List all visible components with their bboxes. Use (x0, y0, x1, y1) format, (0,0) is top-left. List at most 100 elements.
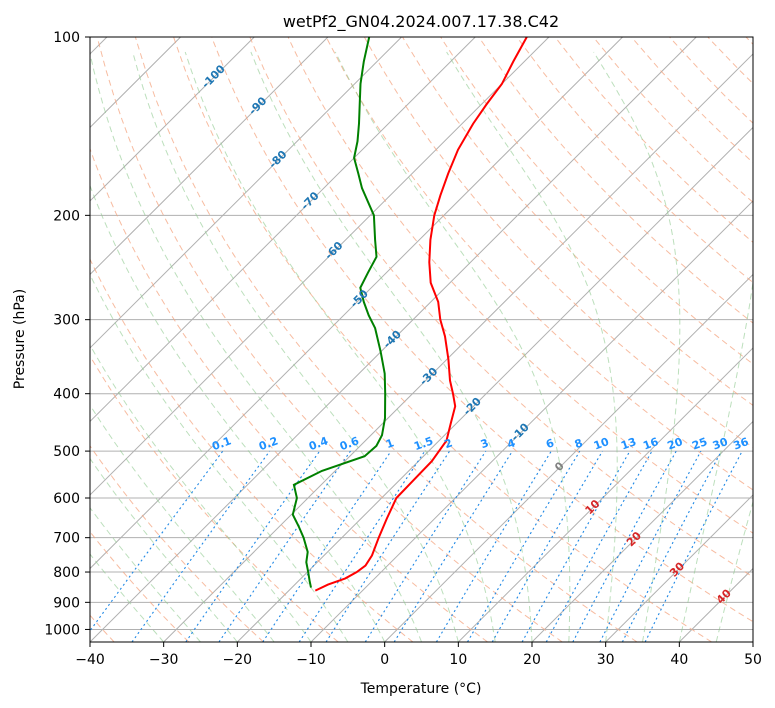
mixing-ratio-label: 1 (384, 436, 396, 451)
moist-adiabat (90, 344, 312, 642)
mixing-ratio-label: 1.5 (412, 434, 435, 453)
x-tick-label: 30 (597, 652, 615, 668)
isotherm-line (236, 126, 753, 642)
isotherm-line (163, 53, 753, 642)
isotherm-line (90, 37, 402, 349)
dry-adiabat (90, 147, 488, 642)
mixing-ratio-label: 0.1 (210, 434, 233, 453)
mixing-ratio-label: 10 (592, 435, 611, 453)
x-tick-label: −30 (149, 652, 179, 668)
moist-adiabat (334, 51, 571, 642)
moist-adiabat (90, 457, 238, 642)
profile-lines (291, 37, 528, 592)
mixing-ratio-line (521, 450, 631, 642)
dry-adiabat (96, 37, 563, 642)
isotherm-line (752, 641, 753, 642)
x-axis-ticks: −40 −30 −20 −10 0 10 20 30 40 50 (75, 642, 762, 668)
mixing-ratio-line (572, 450, 677, 642)
mixing-ratio-label: 30 (711, 435, 730, 453)
x-tick-label: −20 (223, 652, 253, 668)
moist-adiabat (90, 404, 275, 642)
y-tick-label: 100 (53, 30, 80, 46)
dry-adiabat (90, 444, 264, 642)
mixing-ratio-label: 0.6 (338, 434, 361, 453)
moist-adiabat (250, 51, 533, 642)
moist-adiabat (446, 51, 618, 642)
y-tick-label: 800 (53, 565, 80, 581)
mixing-ratio-line (131, 450, 271, 642)
mixing-ratio-line (545, 450, 653, 642)
x-tick-label: 10 (449, 652, 467, 668)
mixing-ratio-label: 25 (690, 435, 709, 452)
mixing-ratio-line (644, 450, 743, 642)
y-tick-label: 600 (53, 491, 80, 507)
moist-adiabat (184, 51, 496, 642)
y-tick-label: 200 (53, 208, 80, 224)
mixing-ratio-line (467, 450, 581, 642)
dry-adiabat (478, 37, 753, 324)
moist-adiabat (593, 51, 681, 642)
mixing-ratio-label: 2 (443, 436, 455, 451)
y-tick-label: 300 (53, 313, 80, 329)
mixing-ratio-line (491, 450, 603, 642)
dry-adiabat (516, 37, 753, 284)
x-tick-label: 20 (523, 652, 541, 668)
mixing-ratio-line (325, 450, 451, 642)
moist-adiabat (90, 553, 165, 642)
mixing-ratio-label: 3 (479, 436, 491, 451)
mixing-ratio-line (185, 450, 321, 642)
mixing-ratio-line (599, 450, 702, 642)
isotherm-line (90, 37, 476, 423)
isotherm-line (90, 37, 255, 202)
mixing-ratio-label: 13 (619, 435, 638, 452)
x-tick-label: 40 (670, 652, 688, 668)
mixing-ratio-label: 20 (666, 435, 685, 453)
y-axis-label: Pressure (hPa) (12, 289, 28, 389)
isotherm-line (90, 37, 550, 496)
mixing-ratio-label: 36 (732, 435, 751, 453)
x-tick-label: −40 (75, 652, 105, 668)
mixing-ratio-label: 4 (505, 436, 517, 451)
dry-adiabat (134, 37, 638, 642)
mixing-ratio-line (393, 450, 513, 642)
dewpoint-profile-line (291, 37, 387, 588)
mixing-ratio-label: 6 (544, 436, 556, 451)
y-axis-ticks: 100 200 300 400 500 600 700 800 900 1000 (44, 30, 90, 638)
plot-frame (89, 36, 754, 643)
y-tick-label: 1000 (44, 622, 80, 638)
moist-adiabat (90, 184, 386, 642)
x-tick-label: 0 (380, 652, 389, 668)
x-tick-label: 50 (744, 652, 762, 668)
isotherm-line (605, 494, 753, 642)
dry-adiabat (90, 355, 339, 642)
y-tick-label: 900 (53, 595, 80, 611)
temperature-profile-line (314, 37, 528, 592)
mixing-ratio-label: 0.2 (257, 434, 280, 453)
dry-adiabat (90, 258, 414, 642)
moist-adiabat (90, 506, 201, 642)
x-axis-label: Temperature (°C) (360, 681, 482, 697)
mixing-ratio-line (90, 450, 224, 632)
isotherm-line (90, 37, 623, 570)
dry-adiabat (173, 37, 712, 642)
moist-adiabat (90, 273, 349, 642)
dry-adiabat (211, 37, 753, 623)
isotherm-line (531, 420, 753, 642)
isotherm-line (457, 347, 753, 642)
plot-background (90, 37, 753, 642)
isotherm-line (384, 273, 753, 642)
dry-adiabat (440, 37, 753, 365)
mixing-ratio-line (298, 450, 426, 642)
moist-adiabat (90, 51, 422, 642)
y-tick-label: 500 (53, 444, 80, 460)
mixing-ratio-label: 8 (573, 436, 585, 451)
mixing-ratio-line (621, 450, 722, 642)
mixing-ratio-label: 16 (641, 435, 660, 453)
y-tick-label: 400 (53, 387, 80, 403)
isotherm-line (90, 37, 329, 276)
moist-adiabat (715, 499, 753, 642)
y-tick-label: 700 (53, 531, 80, 547)
moist-adiabat (132, 51, 459, 642)
